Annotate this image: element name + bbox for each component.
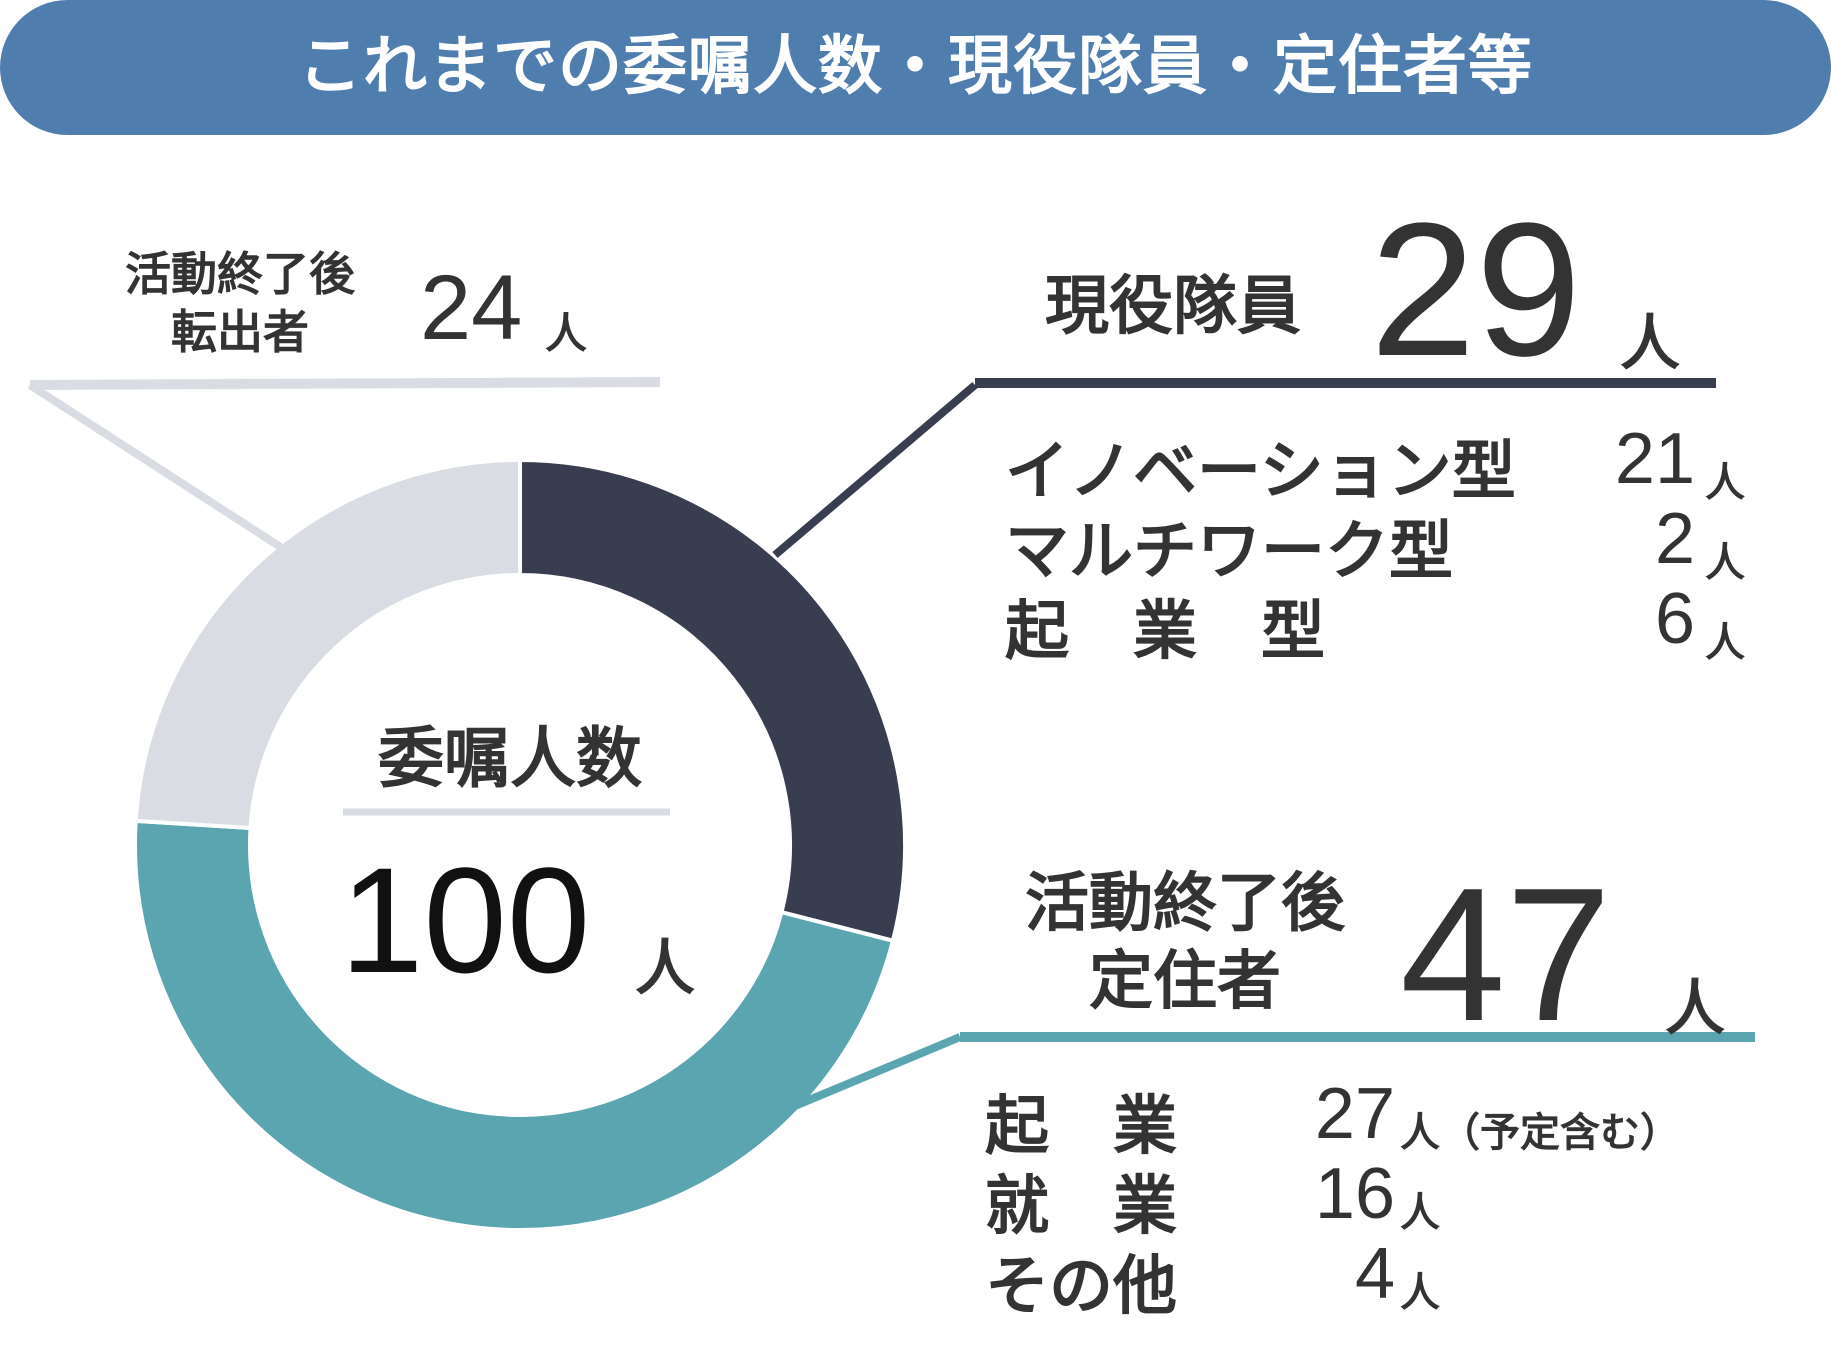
title-banner [0, 0, 1831, 135]
settled-detail-unit: 人（予定含む） [1400, 1110, 1680, 1156]
current-detail-name: 起 業 型 [1005, 595, 1325, 669]
current-detail-value: 2 [1654, 499, 1695, 579]
settled-detail-row: 起 業 [985, 1075, 1177, 1164]
center-total-value: 100 [340, 836, 591, 1004]
current-detail-unit: 人 [1705, 460, 1745, 506]
current-detail-name: マルチワーク型 [1005, 515, 1453, 589]
settled-label: 活動終了後 定住者 [1000, 865, 1370, 1021]
current-value: 29 [1370, 184, 1582, 396]
former-leader-line [27, 381, 285, 552]
settled-detail-name: その他 [985, 1250, 1177, 1324]
settled-detail-row: 就 業 [985, 1155, 1177, 1244]
former-label-line1: 活動終了後 [125, 247, 355, 301]
current-detail-unit: 人 [1705, 540, 1745, 586]
settled-detail-value: 16 [1314, 1154, 1395, 1234]
former-unit: 人 [545, 309, 588, 358]
settled-label-line1: 活動終了後 [1025, 867, 1345, 941]
settled-detail-unit: 人 [1400, 1270, 1440, 1316]
settled-value: 47 [1400, 849, 1612, 1061]
settled-unit: 人 [1665, 974, 1725, 1044]
former-value: 24 [420, 257, 523, 359]
page-title: これまでの委嘱人数・現役隊員・定住者等 [298, 30, 1533, 104]
current-detail-name: イノベーション型 [1005, 435, 1516, 509]
current-detail-row: イノベーション型 [1005, 420, 1516, 509]
settled-detail-name: 就 業 [985, 1170, 1177, 1244]
current-detail-value: 21 [1614, 419, 1695, 499]
settled-label-line2: 定住者 [1089, 945, 1281, 1019]
current-detail-row: マルチワーク型 [1005, 500, 1453, 589]
current-leader-line [772, 381, 978, 559]
current-detail-unit: 人 [1705, 620, 1745, 666]
settled-detail-value: 4 [1354, 1234, 1395, 1314]
slice-settled [133, 818, 896, 1232]
settled-detail-unit: 人 [1400, 1190, 1440, 1236]
center-label: 委嘱人数 [378, 720, 642, 797]
settled-detail-name: 起 業 [985, 1090, 1177, 1164]
current-unit: 人 [1620, 309, 1680, 379]
slice-current [518, 457, 907, 944]
current-label: 現役隊員 [1045, 270, 1301, 344]
settled-leader-line [788, 1033, 962, 1112]
settled-detail-row: その他 [985, 1235, 1177, 1324]
former-label-line2: 転出者 [171, 305, 309, 359]
current-detail-value: 6 [1654, 579, 1695, 659]
former-label: 活動終了後 転出者 [100, 245, 380, 361]
center-unit: 人 [635, 934, 695, 1004]
settled-detail-value: 27 [1314, 1074, 1395, 1154]
slice-former [133, 457, 522, 831]
current-detail-row: 起 業 型 [1005, 580, 1325, 669]
former-underline [29, 377, 661, 390]
